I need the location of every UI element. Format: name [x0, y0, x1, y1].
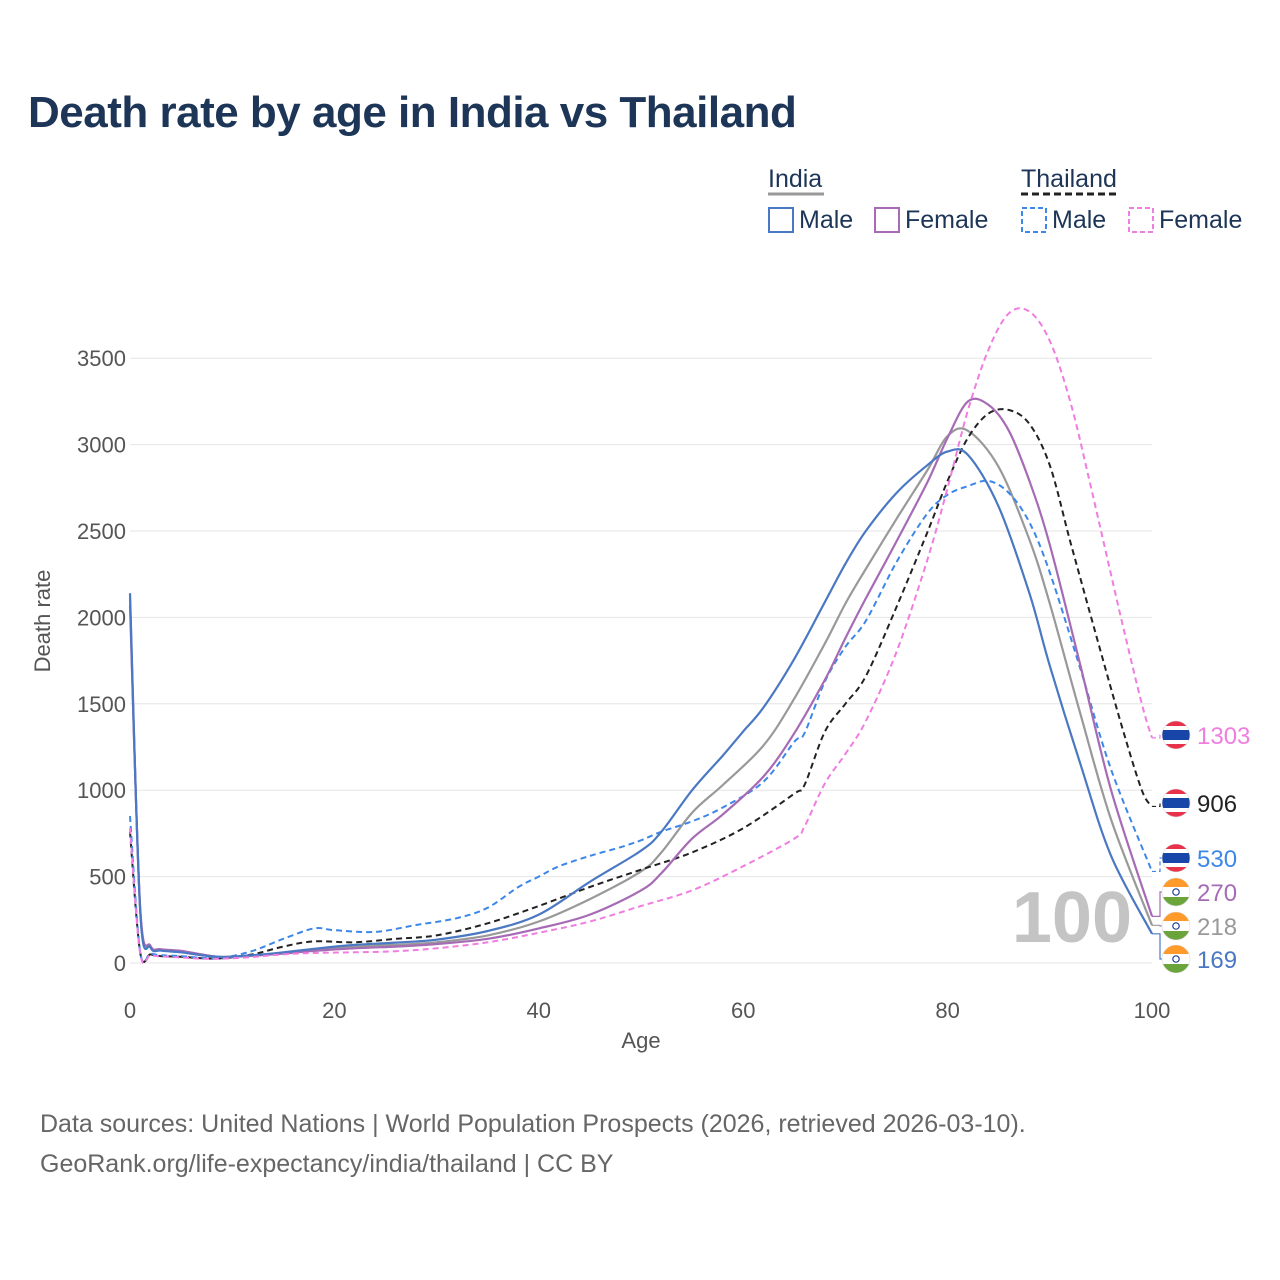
year-watermark: 100: [1012, 878, 1132, 958]
legend-thailand-male-label[interactable]: Male: [1052, 206, 1106, 234]
end-connector: [1152, 857, 1162, 873]
grid: [130, 357, 1152, 964]
source-note: Data sources: United Nations | World Pop…: [40, 1104, 1026, 1184]
thailand-flag-icon: [1161, 720, 1191, 750]
end-label: 218: [1197, 914, 1237, 941]
y-tick-label: 2000: [77, 605, 126, 630]
x-axis-ticks: 0 20 40 60 80 100: [124, 998, 1170, 1023]
source-line-2[interactable]: GeoRank.org/life-expectancy/india/thaila…: [40, 1150, 614, 1178]
end-markers: 1303 906 530 270 218 169: [1152, 720, 1250, 974]
series-line-thailand-total[interactable]: [129, 408, 1153, 964]
x-axis-title: Age: [621, 1028, 660, 1053]
chart-title: Death rate by age in India vs Thailand: [28, 88, 797, 137]
legend-india-female-swatch[interactable]: [874, 207, 900, 233]
end-label: 270: [1197, 880, 1237, 907]
end-label: 530: [1197, 846, 1237, 873]
y-tick-label: 3500: [77, 346, 126, 371]
series-lines: [128, 307, 1154, 965]
x-tick-label: 100: [1134, 998, 1171, 1023]
x-tick-label: 60: [731, 998, 755, 1023]
chart: India Thailand Male Female Male Female 0…: [30, 165, 1250, 1053]
legend-thailand-male-swatch[interactable]: [1021, 207, 1047, 233]
legend-india-female-label[interactable]: Female: [905, 206, 988, 234]
legend-country-thailand[interactable]: Thailand: [1021, 165, 1117, 193]
legend-india-male-swatch[interactable]: [768, 207, 794, 233]
y-tick-label: 500: [89, 865, 126, 890]
legend-thailand-female-swatch[interactable]: [1128, 207, 1154, 233]
thailand-flag-icon: [1161, 788, 1191, 818]
end-label: 169: [1197, 947, 1237, 974]
thailand-flag-icon: [1161, 843, 1191, 873]
legend-country-india[interactable]: India: [768, 165, 822, 193]
y-tick-label: 3000: [77, 433, 126, 458]
legend-thailand-female-label[interactable]: Female: [1159, 206, 1242, 234]
x-tick-label: 40: [527, 998, 551, 1023]
end-connector: [1152, 734, 1162, 739]
india-flag-icon: [1161, 944, 1191, 974]
x-tick-label: 0: [124, 998, 136, 1023]
y-tick-label: 1500: [77, 692, 126, 717]
source-line-1: Data sources: United Nations | World Pop…: [40, 1110, 1026, 1138]
end-label: 1303: [1197, 723, 1250, 750]
end-connector: [1152, 891, 1162, 917]
series-line-thailand-female[interactable]: [129, 307, 1153, 965]
y-axis-ticks: 0 500 1000 1500 2000 2500 3000 3500: [77, 346, 126, 976]
legend-india-male-label[interactable]: Male: [799, 206, 853, 234]
x-tick-label: 20: [322, 998, 346, 1023]
india-flag-icon: [1161, 911, 1191, 941]
end-label: 906: [1197, 791, 1237, 818]
y-tick-label: 0: [114, 951, 126, 976]
legend: India Thailand Male Female Male Female: [768, 165, 1242, 234]
series-line-india-female[interactable]: [128, 397, 1154, 959]
y-tick-label: 2500: [77, 519, 126, 544]
end-connector: [1152, 933, 1162, 960]
end-connector: [1152, 924, 1162, 927]
x-tick-label: 80: [935, 998, 959, 1023]
y-axis-title: Death rate: [30, 570, 55, 673]
india-flag-icon: [1161, 877, 1191, 907]
series-line-thailand-male[interactable]: [129, 479, 1153, 964]
series-line-india-male[interactable]: [128, 448, 1153, 959]
end-connector: [1152, 802, 1162, 808]
y-tick-label: 1000: [77, 778, 126, 803]
